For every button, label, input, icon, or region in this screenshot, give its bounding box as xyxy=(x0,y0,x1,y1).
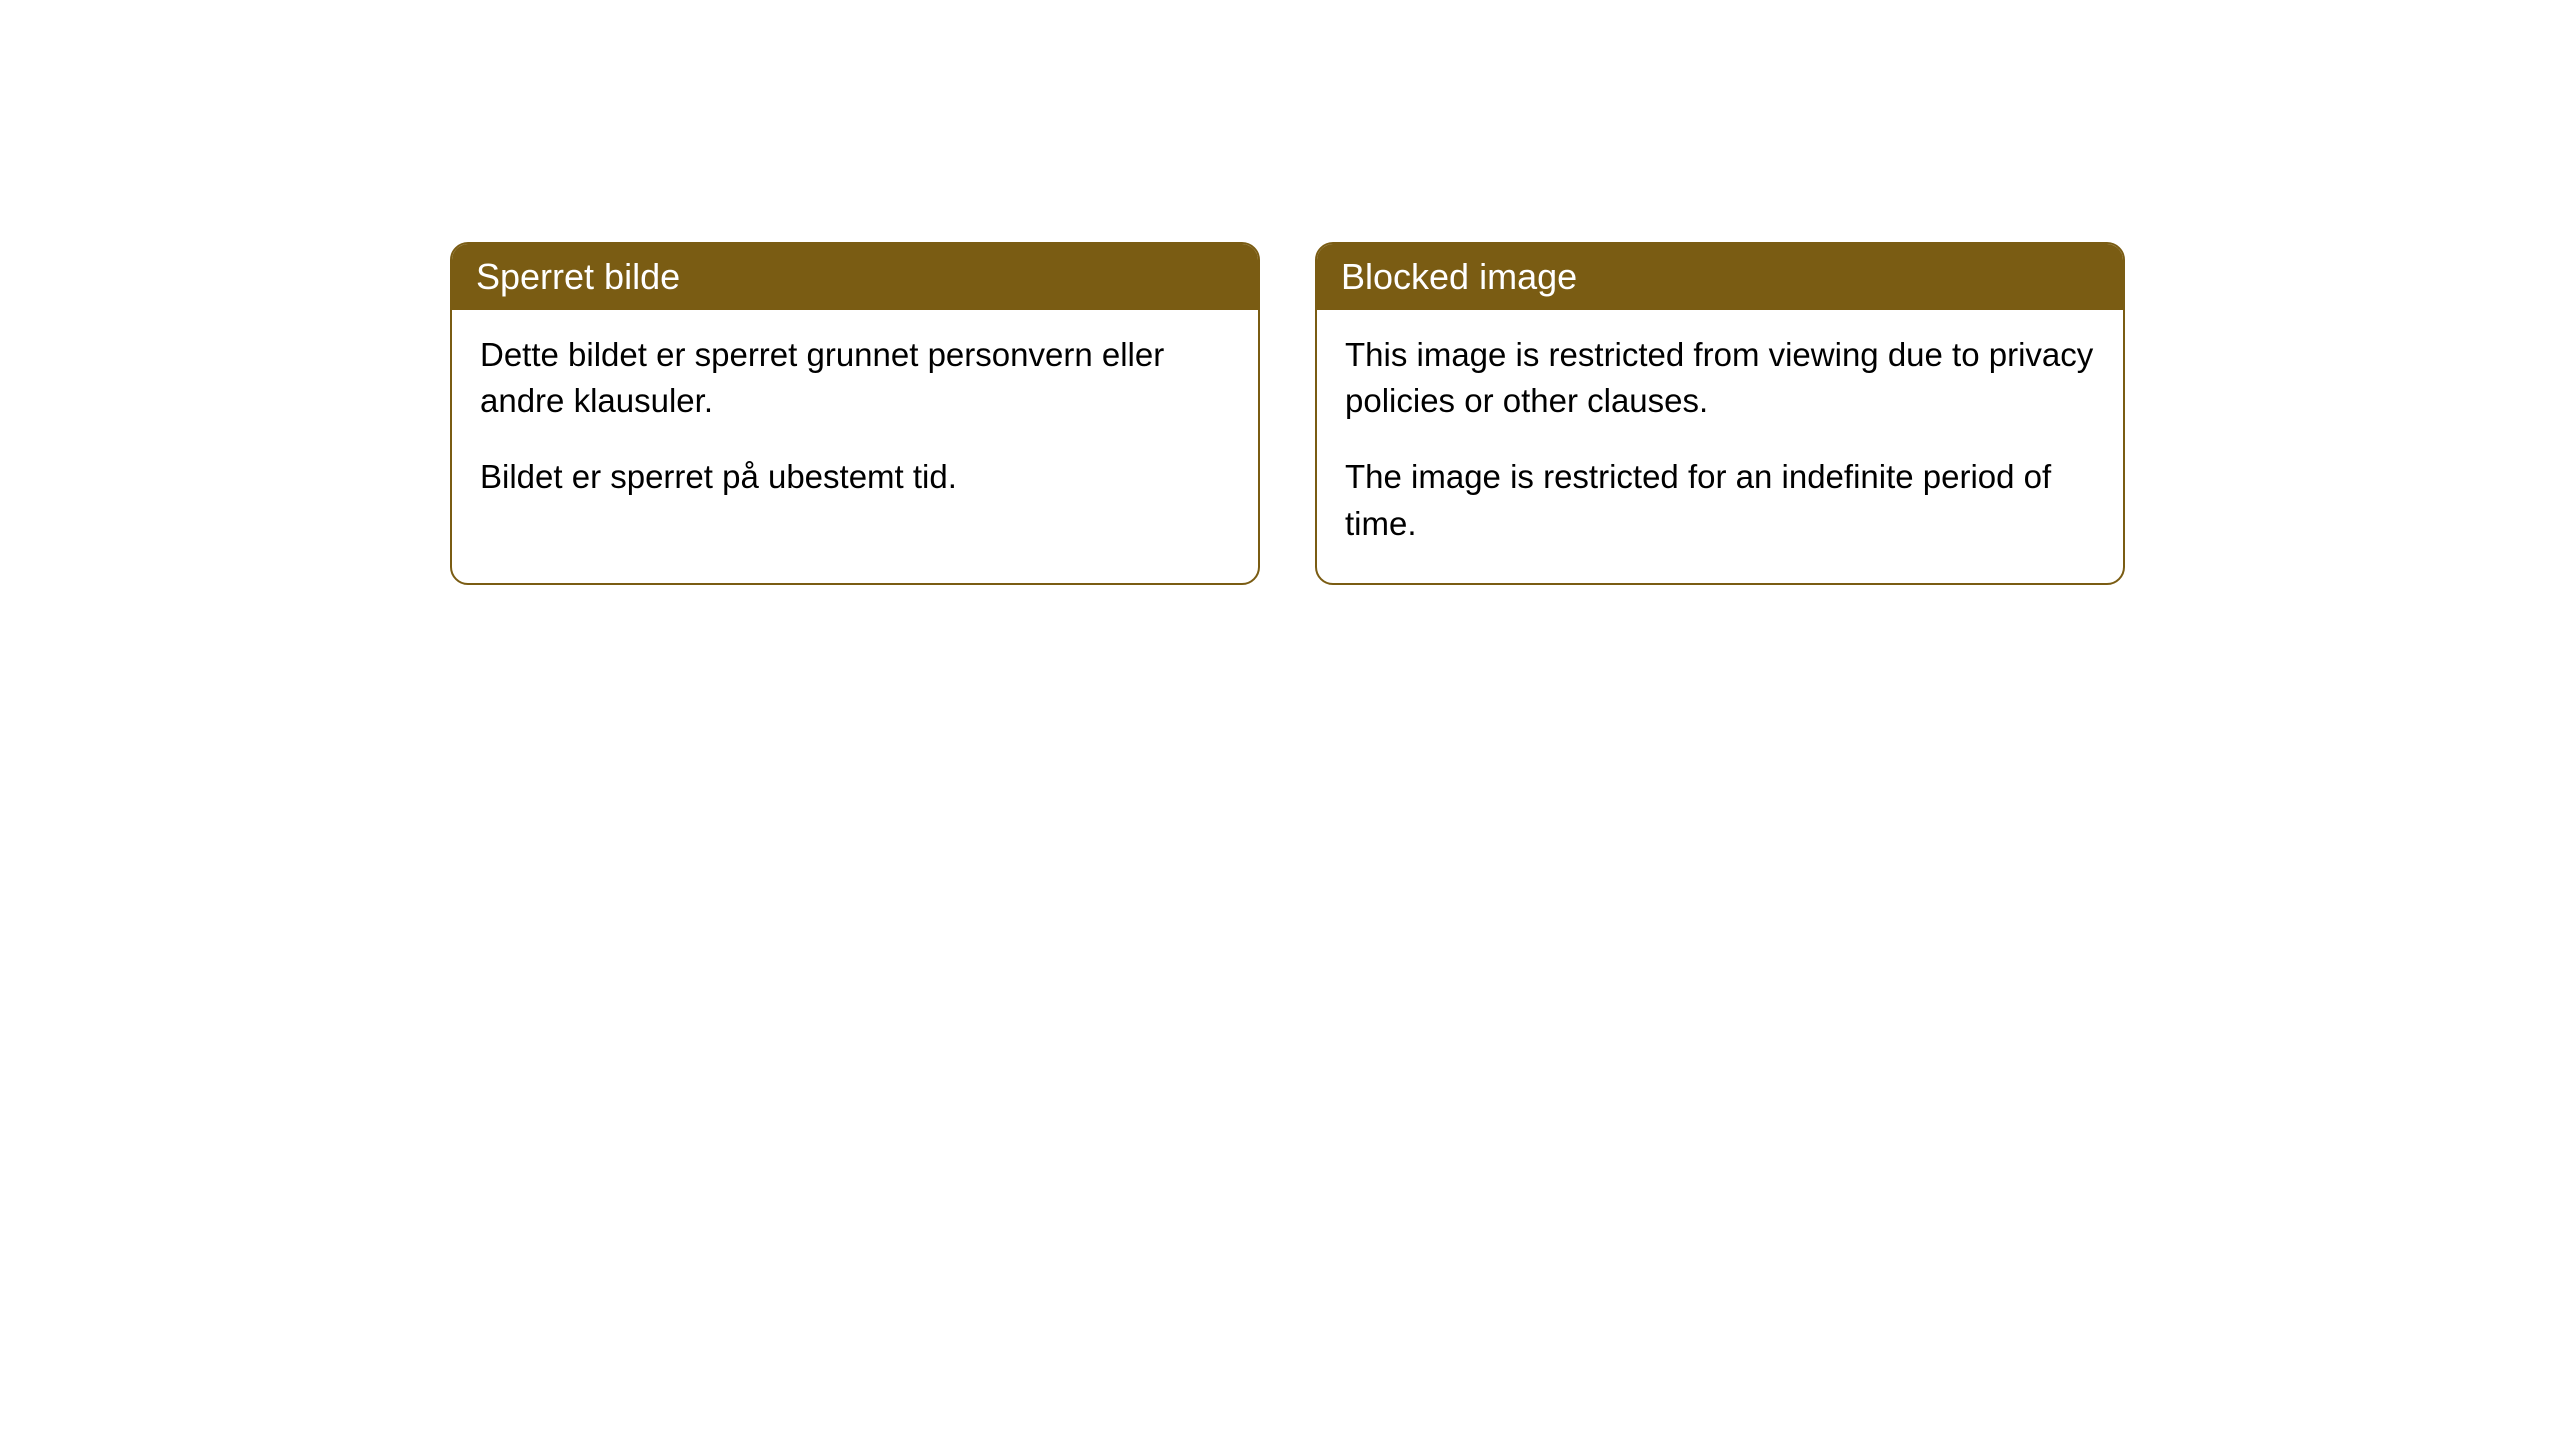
notice-header-english: Blocked image xyxy=(1317,244,2123,310)
notice-title: Blocked image xyxy=(1341,256,1577,297)
notice-text-line-1: This image is restricted from viewing du… xyxy=(1345,332,2095,424)
notice-card-norwegian: Sperret bilde Dette bildet er sperret gr… xyxy=(450,242,1260,585)
notice-header-norwegian: Sperret bilde xyxy=(452,244,1258,310)
notice-card-english: Blocked image This image is restricted f… xyxy=(1315,242,2125,585)
notice-text-line-1: Dette bildet er sperret grunnet personve… xyxy=(480,332,1230,424)
notice-text-line-2: The image is restricted for an indefinit… xyxy=(1345,454,2095,546)
notice-body-norwegian: Dette bildet er sperret grunnet personve… xyxy=(452,310,1258,537)
notice-text-line-2: Bildet er sperret på ubestemt tid. xyxy=(480,454,1230,500)
notice-container: Sperret bilde Dette bildet er sperret gr… xyxy=(450,242,2125,585)
notice-title: Sperret bilde xyxy=(476,256,680,297)
notice-body-english: This image is restricted from viewing du… xyxy=(1317,310,2123,583)
